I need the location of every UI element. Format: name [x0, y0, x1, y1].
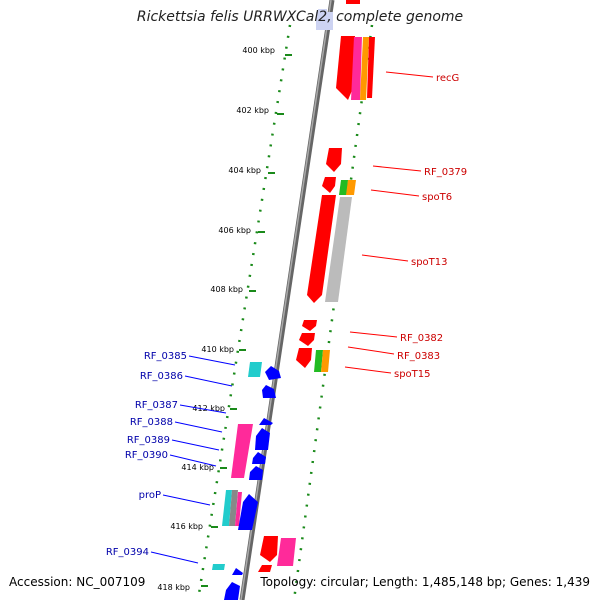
gene-arrow-forward	[346, 180, 356, 195]
gene-label-spoT13[interactable]: spoT13	[411, 257, 448, 268]
gene-block-reverse	[229, 490, 238, 526]
leader-line	[344, 366, 392, 374]
gene-label-RF_0383[interactable]: RF_0383	[397, 351, 440, 362]
leader-line	[347, 346, 395, 355]
gene-arrow-forward	[296, 348, 312, 368]
gene-arrow-reverse	[224, 582, 240, 600]
gene-arrow-forward	[299, 333, 315, 346]
leader-line	[184, 375, 233, 387]
leader-line	[169, 454, 217, 467]
gene-label-RF_0379[interactable]: RF_0379	[424, 167, 467, 178]
gene-block-reverse	[235, 492, 242, 526]
leader-line	[361, 254, 409, 262]
gene-arrow-forward	[326, 148, 342, 172]
tick-label: 410 kbp	[201, 345, 234, 354]
reverse-labels: RF_0385 RF_0386 RF_0387 RF_0388 RF_0389 …	[106, 351, 236, 564]
gene-arrow-reverse	[252, 452, 266, 464]
gene-arrow-forward	[321, 350, 330, 372]
leader-line	[385, 71, 434, 78]
leader-line	[372, 165, 422, 172]
gene-label-RF_0382[interactable]: RF_0382	[400, 333, 443, 344]
gene-arrow-forward	[314, 350, 323, 372]
title-highlight: 2	[318, 9, 328, 25]
reverse-features	[212, 362, 281, 600]
gene-arrow-forward	[336, 36, 355, 100]
gene-arrow-forward	[339, 180, 348, 195]
gene-label-RF_0386[interactable]: RF_0386	[140, 371, 183, 382]
leader-line	[179, 404, 227, 414]
gene-arrow-forward	[325, 197, 352, 302]
tick-label: 404 kbp	[228, 166, 261, 175]
gene-label-spoT6[interactable]: spoT6	[422, 192, 452, 203]
map-title: Rickettsia felis URRWXCal2, complete gen…	[0, 9, 600, 25]
gene-block-reverse	[212, 564, 225, 570]
tick-label: 402 kbp	[236, 106, 269, 115]
gene-arrow-reverse	[255, 428, 270, 450]
left-dotted-track	[196, 24, 292, 600]
gene-arrow-reverse	[259, 418, 273, 425]
accession-text: Accession: NC_007109	[9, 575, 146, 589]
gene-arrow-forward	[277, 538, 296, 566]
gene-arrow-forward	[302, 320, 317, 331]
gene-label-RF_0390[interactable]: RF_0390	[125, 450, 168, 461]
topology-text: Topology: circular; Length: 1,485,148 bp…	[260, 575, 590, 589]
right-dotted-track	[292, 24, 374, 600]
forward-features	[258, 0, 375, 572]
gene-arrow-reverse	[232, 568, 243, 575]
gene-label-RF_0394[interactable]: RF_0394	[106, 547, 149, 558]
gene-arrow-forward	[360, 37, 369, 100]
gene-label-proP[interactable]: proP	[139, 490, 161, 501]
gene-arrow-forward	[346, 0, 360, 4]
gene-block-reverse	[222, 490, 232, 526]
title-main: Rickettsia felis URRWXCal	[136, 9, 319, 25]
leader-line	[162, 494, 211, 506]
tick-label: 416 kbp	[170, 522, 203, 531]
gene-block-reverse	[248, 362, 262, 377]
gene-label-spoT15[interactable]: spoT15	[394, 369, 431, 380]
leader-line	[188, 355, 236, 366]
gene-arrow-reverse	[238, 494, 258, 530]
tick-label: 412 kbp	[192, 404, 225, 413]
gene-label-RF_0385[interactable]: RF_0385	[144, 351, 187, 362]
forward-labels: recG RF_0379 spoT6 spoT13 RF_0382 RF_038…	[344, 71, 467, 380]
tick-label: 408 kbp	[210, 285, 243, 294]
gene-label-RF_0387[interactable]: RF_0387	[135, 400, 178, 411]
gene-arrow-forward	[258, 565, 272, 572]
tick-label: 400 kbp	[242, 46, 275, 55]
gene-arrow-reverse	[262, 385, 276, 398]
genome-backbone	[239, 0, 335, 600]
gene-label-RF_0389[interactable]: RF_0389	[127, 435, 170, 446]
gene-arrow-forward	[351, 37, 362, 100]
gene-arrow-reverse	[265, 366, 281, 380]
leader-line	[370, 189, 420, 197]
leader-line	[150, 551, 199, 564]
gene-label-RF_0388[interactable]: RF_0388	[130, 417, 173, 428]
title-suffix: , complete genome	[327, 9, 464, 25]
genome-backbone-highlight	[240, 0, 332, 600]
gene-block-reverse	[231, 424, 253, 478]
gene-arrow-reverse	[249, 466, 263, 480]
gene-label-recG[interactable]: recG	[436, 73, 459, 84]
leader-line	[174, 421, 223, 433]
tick-group: 400 kbp 402 kbp 404 kbp 406 kbp 408 kbp …	[157, 46, 292, 592]
tick-label: 414 kbp	[181, 463, 214, 472]
gene-arrow-forward	[307, 195, 336, 303]
leader-line	[349, 331, 398, 338]
tick-label: 406 kbp	[218, 226, 251, 235]
gene-arrow-forward	[367, 37, 375, 98]
leader-line	[171, 439, 220, 451]
tick-label: 418 kbp	[157, 583, 190, 592]
gene-arrow-forward	[322, 177, 336, 193]
gene-arrow-forward	[260, 536, 278, 562]
